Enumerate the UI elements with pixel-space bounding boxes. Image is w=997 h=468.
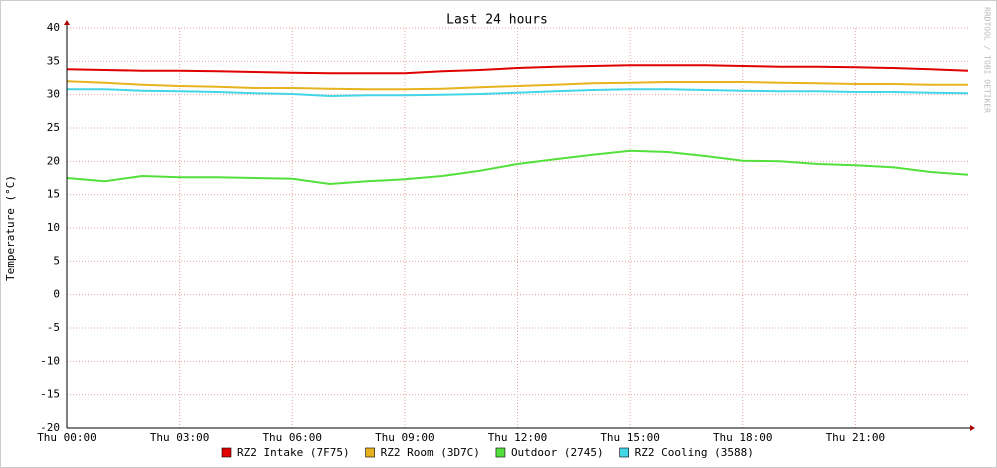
x-tick-label: Thu 12:00 [488,431,548,444]
y-tick-label: -10 [40,354,60,367]
y-tick-label: 0 [53,288,60,301]
y-tick-label: 40 [47,21,60,34]
y-axis-label: Temperature (°C) [4,175,17,281]
y-tick-label: 20 [47,154,60,167]
x-tick-label: Thu 09:00 [375,431,435,444]
y-tick-label: -5 [47,321,60,334]
plot-layer [66,64,969,186]
x-tick-label: Thu 15:00 [600,431,660,444]
legend-label: RZ2 Room (3D7C) [381,446,480,459]
series-line [66,64,969,75]
legend-label: RZ2 Cooling (3588) [635,446,754,459]
chart-title: Last 24 hours [446,13,548,28]
x-tick-label: Thu 06:00 [262,431,322,444]
x-tick-label: Thu 00:00 [37,431,97,444]
legend: RZ2 Intake (7F75) RZ2 Room (3D7C) Outdoor … [221,446,754,459]
y-tick-label: -20 [40,421,60,434]
legend-swatch [221,447,232,458]
watermark: RRDTOOL / TOBI OETIKER [983,7,992,113]
y-tick-label: -15 [40,388,60,401]
y-tick-label: 35 [47,54,60,67]
x-tick-label: Thu 21:00 [826,431,886,444]
y-tick-label: 25 [47,121,60,134]
y-tick-label: 15 [47,188,60,201]
legend-swatch [365,447,375,458]
legend-label: Outdoor (2745) [511,446,604,459]
y-tick-label: 10 [47,221,60,234]
y-tick-label: 30 [47,88,60,101]
legend-swatch [619,447,629,458]
legend-label: RZ2 Intake (7F75) [237,446,350,459]
x-tick-label: Thu 18:00 [713,431,773,444]
x-tick-label: Thu 03:00 [150,431,210,444]
x-arrow [970,425,975,431]
series-line [66,149,969,186]
series-line [66,80,968,91]
legend-swatch [495,447,506,458]
y-arrow [64,20,70,25]
series-line [67,88,969,98]
y-tick-label: 5 [53,254,60,267]
